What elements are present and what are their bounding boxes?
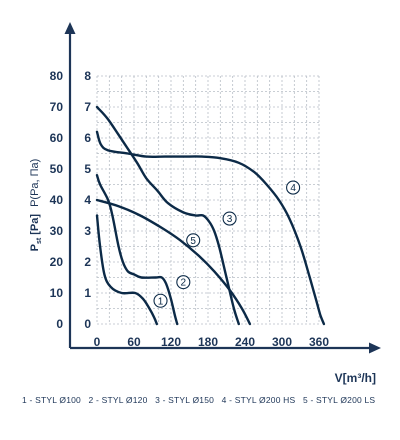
y-tick-label-left: 70 [50, 100, 64, 114]
axis-titles: Pst [Pa] P(Pa, Па) V[m³/h] [29, 159, 376, 385]
curve-marker-4 [286, 180, 301, 195]
x-tick-label: 300 [272, 335, 292, 349]
x-axis-title: V[m³/h] [335, 371, 376, 385]
curve-marker-label-2: 2 [181, 278, 187, 289]
curve-4 [95, 130, 326, 326]
legend-entry-2: 2 - STYL Ø120 [88, 395, 148, 405]
x-tick-label: 240 [235, 335, 255, 349]
axes [64, 22, 381, 354]
x-tick-label: 0 [94, 335, 101, 349]
curve-markers: 1 2 3 4 5 [153, 180, 301, 308]
y-tick-label-left: 60 [50, 131, 64, 145]
tick-labels: 0 60 120 180 240 300 360 0 10 20 30 40 50 60 70 80 0 1 2 3 4… [50, 69, 330, 349]
y-tick-label-right: 5 [84, 162, 91, 176]
curves [95, 105, 326, 326]
y-tick-label-right: 6 [84, 131, 91, 145]
y-axis-title-unit: [Pa] [29, 214, 41, 235]
x-tick-label: 120 [161, 335, 181, 349]
y-tick-label-right: 8 [84, 69, 91, 83]
curve-marker-label-1: 1 [158, 296, 164, 307]
y-tick-label-left: 10 [50, 286, 64, 300]
y-tick-label-left: 80 [50, 69, 64, 83]
legend: 1 - STYL Ø100 2 - STYL Ø120 3 - STYL Ø15… [22, 395, 380, 405]
y-tick-label-left: 50 [50, 162, 64, 176]
y-tick-label-right: 7 [84, 100, 91, 114]
curve-marker-label-5: 5 [190, 236, 196, 247]
y-tick-label-right: 4 [84, 193, 91, 207]
curve-marker-label-4: 4 [290, 183, 296, 194]
x-axis-arrow [369, 342, 381, 354]
y-axis-title: Pst [Pa] P(Pa, Па) [29, 159, 43, 252]
y-tick-label-left: 0 [56, 317, 63, 331]
legend-entry-3: 3 - STYL Ø150 [155, 395, 215, 405]
y-tick-label-left: 40 [50, 193, 64, 207]
x-tick-label: 60 [127, 335, 141, 349]
y-axis-title-right: P(Pa, Па) [29, 159, 41, 207]
y-tick-label-right: 0 [84, 317, 91, 331]
legend-entry-5: 5 - STYL Ø200 LS [302, 395, 376, 405]
y-axis-arrow [64, 22, 76, 34]
y-tick-label-left: 20 [50, 255, 64, 269]
curve-1 [95, 214, 158, 326]
legend-entry-1: 1 - STYL Ø100 [22, 395, 81, 405]
legend-entry-4: 4 - STYL Ø200 HS [221, 395, 296, 405]
grid [96, 75, 320, 325]
curve-marker-2 [176, 275, 191, 290]
y-axis-title-p: P [29, 244, 41, 251]
curve-marker-3 [222, 211, 237, 226]
y-tick-label-right: 2 [84, 255, 91, 269]
y-tick-label-right: 1 [84, 286, 91, 300]
curve-marker-label-3: 3 [227, 214, 233, 225]
curve-5 [95, 198, 252, 326]
y-tick-label-left: 30 [50, 224, 64, 238]
x-tick-label: 360 [309, 335, 329, 349]
x-tick-label: 180 [198, 335, 218, 349]
curve-marker-1 [153, 293, 168, 308]
curve-marker-5 [186, 233, 201, 248]
y-tick-label-right: 3 [84, 224, 91, 238]
y-axis-title-sub: st [36, 237, 43, 244]
